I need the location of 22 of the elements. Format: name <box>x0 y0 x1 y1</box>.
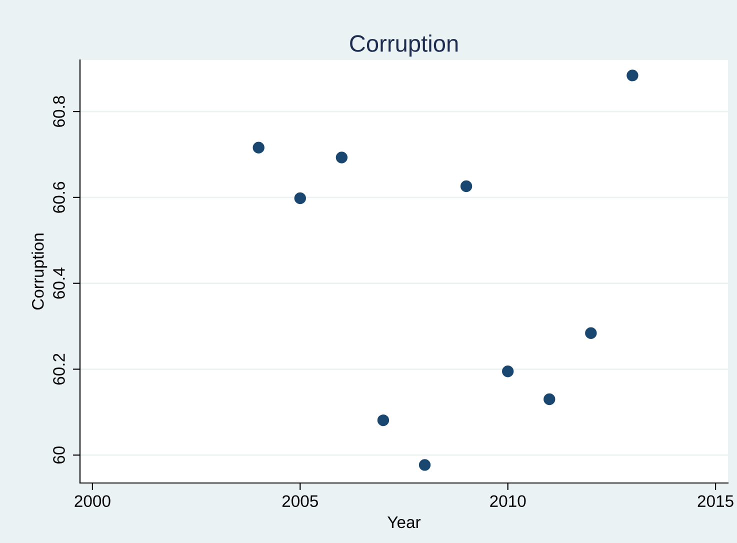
x-tick-label: 2015 <box>698 495 734 508</box>
x-tick-label: 2000 <box>74 495 110 508</box>
x-tick-label: 2010 <box>490 495 526 508</box>
point <box>460 180 472 192</box>
x-tick-label: 2005 <box>282 495 318 508</box>
x-axis-title: Year <box>388 516 421 528</box>
point <box>585 327 597 339</box>
point <box>544 393 556 406</box>
point <box>336 152 348 164</box>
point <box>418 459 431 471</box>
y-tick-label: 60.2 <box>53 354 65 385</box>
point <box>502 366 514 378</box>
point <box>294 192 306 204</box>
chart-title: Corruption <box>350 34 458 57</box>
y-tick-label: 60.4 <box>53 268 65 299</box>
point <box>626 70 638 82</box>
y-tick-label: 60.8 <box>53 96 65 127</box>
point <box>377 414 390 426</box>
point <box>252 142 264 154</box>
y-tick-label: 60.6 <box>53 182 65 213</box>
y-tick-label: 60 <box>53 446 65 464</box>
y-axis-title: Corruption <box>32 234 48 310</box>
